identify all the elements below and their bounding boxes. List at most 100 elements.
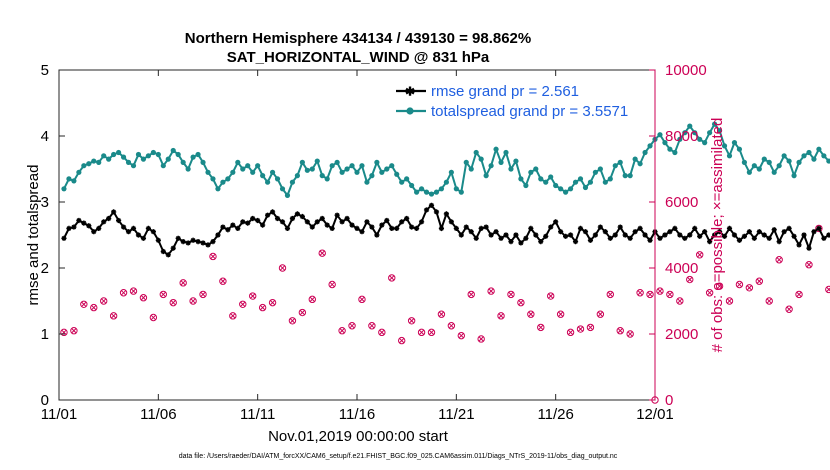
rmse-point — [458, 232, 464, 238]
rmse-point — [116, 217, 122, 224]
obs-assimilated-point — [71, 328, 77, 334]
rmse-point — [791, 233, 797, 239]
totalspread-point — [438, 186, 445, 192]
obs-possible-point — [636, 289, 644, 297]
totalspread-point — [692, 130, 698, 136]
totalspread-point — [816, 146, 822, 152]
obs-assimilated-point — [120, 290, 127, 296]
rmse-point — [235, 225, 241, 231]
rmse-point — [150, 229, 156, 235]
rmse-point — [409, 224, 415, 230]
totalspread-point — [667, 146, 673, 152]
rmse-point — [230, 222, 236, 228]
totalspread-point — [349, 163, 355, 169]
totalspread-point — [443, 179, 449, 185]
obs-possible-point — [318, 249, 326, 257]
totalspread-point — [220, 179, 226, 185]
rmse-point — [672, 225, 678, 231]
obs-assimilated-point — [557, 311, 564, 317]
obs-possible-point — [298, 308, 307, 317]
rmse-point — [647, 237, 653, 243]
obs-assimilated-point — [617, 328, 623, 334]
obs-count-series — [60, 224, 830, 404]
obs-possible-point — [725, 297, 734, 305]
rmse-point — [806, 245, 812, 251]
rmse-point — [334, 212, 340, 218]
totalspread-point — [175, 151, 181, 158]
obs-assimilated-point — [657, 288, 663, 294]
obs-possible-point — [467, 290, 475, 299]
obs-assimilated-point — [309, 296, 315, 303]
totalspread-point — [463, 159, 469, 165]
rmse-point — [508, 239, 514, 245]
rmse-point — [726, 225, 733, 231]
obs-possible-point — [239, 300, 247, 308]
totalspread-point — [716, 128, 723, 134]
rmse-point — [339, 219, 345, 225]
totalspread-point — [632, 156, 638, 162]
totalspread-point — [284, 192, 291, 198]
rmse-point — [418, 219, 425, 225]
y-axis-left-label: rmse and totalspread — [25, 165, 42, 306]
totalspread-point — [726, 153, 733, 159]
totalspread-point — [731, 140, 738, 146]
obs-possible-point — [527, 310, 535, 318]
obs-assimilated-point — [498, 313, 504, 319]
totalspread-point — [548, 174, 554, 180]
totalspread-point — [721, 143, 728, 149]
totalspread-point — [806, 149, 812, 156]
obs-assimilated-point — [101, 298, 107, 304]
obs-possible-point — [686, 275, 694, 284]
obs-assimilated-point — [210, 253, 216, 260]
totalspread-point — [702, 140, 708, 146]
totalspread-point — [697, 136, 703, 142]
totalspread-point — [458, 189, 464, 195]
totalspread-point — [265, 179, 271, 185]
y-left-tick-label: 0 — [41, 392, 49, 409]
obs-possible-point — [696, 251, 704, 259]
obs-possible-point — [517, 298, 525, 307]
y-right-tick-label: 8000 — [665, 128, 698, 145]
obs-possible-point — [735, 280, 744, 289]
totalspread-point — [518, 176, 524, 182]
rmse-point — [612, 232, 618, 238]
obs-assimilated-point — [190, 298, 196, 304]
obs-assimilated-point — [508, 291, 514, 298]
totalspread-point — [111, 151, 117, 158]
rmse-point — [553, 219, 559, 225]
rmse-point — [821, 235, 827, 241]
obs-possible-point — [388, 274, 396, 282]
totalspread-point — [712, 121, 718, 127]
obs-possible-point — [785, 305, 793, 313]
obs-possible-point — [487, 287, 495, 295]
rmse-point — [607, 235, 613, 241]
totalspread-series — [61, 121, 830, 198]
totalspread-point — [389, 163, 395, 169]
rmse-point — [250, 215, 256, 222]
obs-assimilated-point — [677, 298, 683, 304]
obs-possible-point — [646, 290, 654, 299]
totalspread-point — [523, 182, 529, 189]
totalspread-point — [255, 163, 261, 169]
obs-assimilated-point — [150, 314, 157, 321]
rmse-point — [225, 227, 231, 233]
totalspread-point — [617, 159, 623, 165]
rmse-point — [165, 252, 171, 258]
obs-assimilated-point — [637, 290, 643, 296]
rmse-point — [563, 233, 569, 239]
rmse-point — [741, 233, 747, 239]
totalspread-point — [597, 166, 603, 172]
obs-assimilated-point — [756, 278, 762, 284]
rmse-point — [627, 235, 633, 241]
rmse-point — [483, 224, 489, 230]
totalspread-point — [736, 146, 743, 152]
obs-possible-point — [576, 325, 585, 333]
obs-assimilated-point — [319, 250, 325, 256]
totalspread-point — [364, 179, 370, 185]
rmse-point — [766, 235, 772, 241]
obs-possible-point — [765, 297, 773, 305]
rmse-point — [379, 222, 385, 228]
obs-possible-point — [606, 290, 614, 299]
totalspread-point — [627, 173, 633, 179]
